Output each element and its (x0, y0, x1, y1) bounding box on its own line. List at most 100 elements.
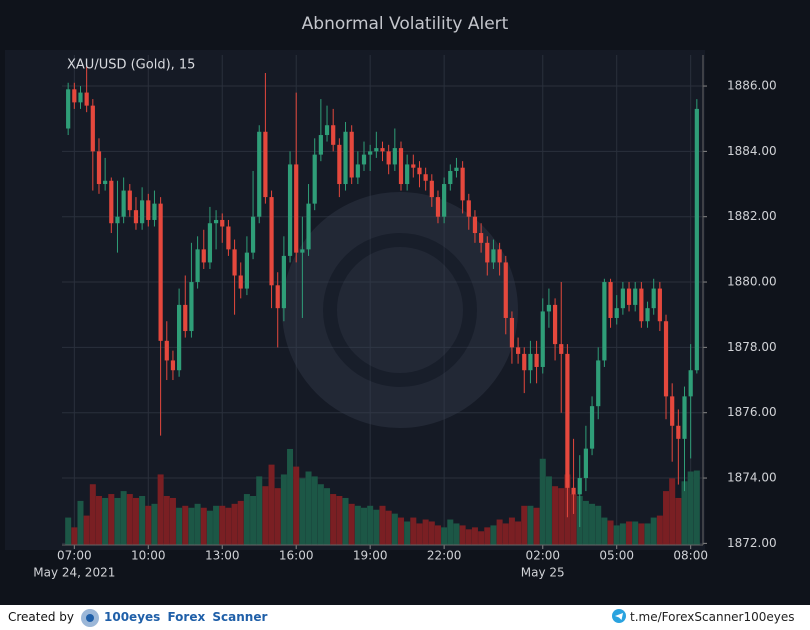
volume-bar (287, 448, 294, 545)
logo-dot (86, 614, 94, 622)
candle-body (84, 92, 89, 106)
volume-bar (607, 520, 614, 545)
candle-body (226, 226, 231, 250)
candle-body (220, 219, 225, 227)
candle-body (633, 288, 638, 305)
volume-bar (626, 521, 633, 545)
candle-body (213, 219, 219, 224)
volume-bar (687, 471, 694, 545)
telegram-icon (612, 609, 626, 623)
candle-body (552, 304, 558, 345)
candle-body (152, 203, 157, 220)
volume-bar (206, 510, 213, 545)
candle-body (577, 478, 582, 495)
volume-bar (120, 491, 127, 545)
candle-body (232, 249, 237, 276)
candle-body (90, 105, 95, 152)
candle-body (540, 311, 545, 367)
candle-body (626, 288, 632, 305)
volume-bar (632, 521, 639, 545)
candle-body (485, 242, 490, 263)
candle-body (324, 125, 330, 136)
volume-bar (71, 527, 78, 545)
candle-body (608, 282, 613, 318)
y-tick-label: 1880.00 (727, 275, 777, 289)
footer: Created by 100eyes Forex Scanner t.me/Fo… (0, 605, 810, 630)
x-tick-label: 08:00 (673, 549, 708, 563)
volume-bar (299, 478, 306, 545)
candle-body (269, 197, 274, 286)
volume-bar (95, 496, 102, 545)
candle-body (66, 89, 71, 129)
candle-body (614, 308, 619, 318)
candle-body (195, 249, 200, 283)
volume-bar (496, 519, 503, 545)
candle-body (515, 347, 521, 354)
volume-bar (441, 527, 448, 545)
candle-body (374, 148, 379, 152)
brand[interactable]: 100eyes Forex Scanner (104, 610, 268, 624)
volume-bar (644, 523, 651, 545)
candle-body (571, 487, 576, 495)
candle-body (189, 282, 194, 332)
volume-bar (145, 505, 152, 545)
candle-body (694, 108, 699, 371)
candle-body (398, 148, 404, 185)
candle-body (602, 282, 607, 361)
candle-body (158, 203, 163, 341)
volume-bar (582, 500, 589, 545)
candle-body (146, 200, 151, 220)
volume-bar (200, 507, 207, 545)
volume-bar (416, 523, 423, 545)
y-tick-label: 1886.00 (727, 79, 777, 93)
x-tick-label: 07:00 (57, 549, 92, 563)
candle-body (140, 200, 145, 224)
volume-bar (681, 481, 688, 545)
volume-bar (256, 476, 263, 545)
x-tick-label: 16:00 (279, 549, 314, 563)
watermark-circle (282, 192, 518, 428)
volume-bar (114, 497, 121, 545)
volume-bar (459, 525, 466, 545)
x-tick-label: 02:00 (525, 549, 560, 563)
candle-body (491, 249, 496, 263)
volume-bar (570, 494, 577, 545)
candle-body (522, 353, 527, 371)
telegram-plane (615, 613, 623, 620)
x-tick-label: 19:00 (353, 549, 388, 563)
candle-body (115, 216, 120, 224)
candle-body (565, 353, 570, 488)
volume-bar (65, 517, 72, 545)
chart: Abnormal Volatility Alert XAU/USD (Gold)… (0, 0, 810, 605)
candle-body (361, 154, 367, 165)
volume-bar (213, 505, 220, 545)
telegram-link[interactable]: t.me/ForexScanner100eyes (630, 610, 795, 624)
volume-bar (305, 471, 312, 545)
candle-body (503, 262, 508, 318)
candle-body (331, 125, 336, 145)
candle-body (183, 304, 188, 332)
volume-bar (237, 500, 244, 545)
candle-body (682, 396, 687, 439)
volume-bar (502, 523, 509, 545)
volume-bar (669, 478, 676, 545)
volume-bar (373, 509, 380, 545)
candle-layer (66, 66, 699, 528)
volume-bar (471, 527, 478, 545)
candle-body (306, 203, 311, 250)
candle-body (164, 340, 169, 361)
candle-body (546, 304, 552, 312)
volume-bar (250, 496, 257, 545)
candle-body (250, 216, 256, 253)
candle-body (670, 396, 675, 426)
candle-body (429, 180, 434, 198)
volume-bar (595, 505, 602, 545)
candle-body (127, 190, 132, 211)
volume-bar (619, 523, 626, 545)
candle-body (201, 249, 206, 263)
volume-bar (601, 517, 608, 545)
y-tick-label: 1874.00 (727, 471, 777, 485)
plot-background (5, 50, 705, 550)
candle-body (275, 285, 280, 309)
candle-body (337, 144, 342, 185)
